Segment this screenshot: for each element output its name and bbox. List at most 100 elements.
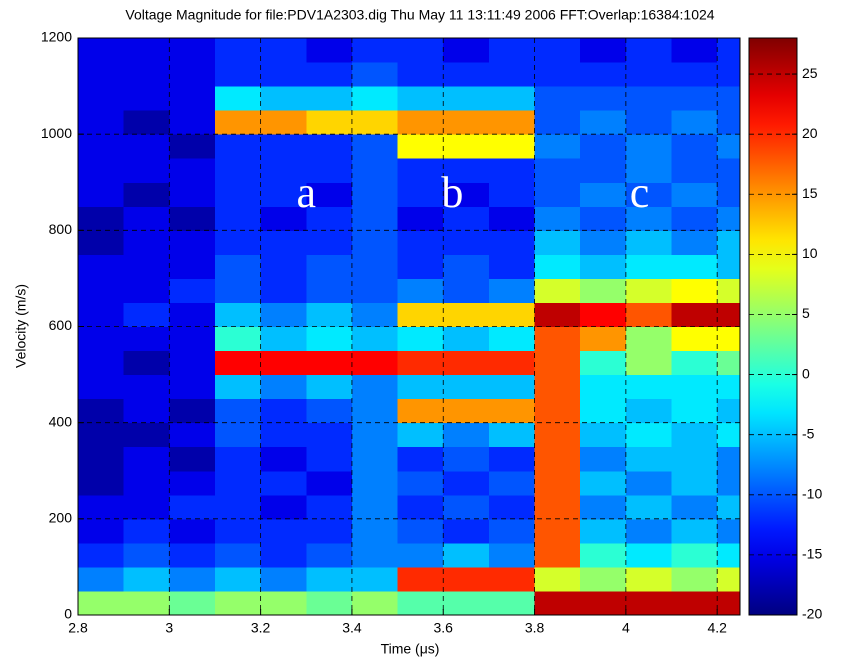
heatmap-cell	[443, 182, 490, 207]
heatmap-cell	[123, 326, 170, 352]
heatmap-cell	[625, 566, 673, 592]
heatmap-cell	[534, 302, 581, 327]
heatmap-cell	[123, 518, 170, 544]
heatmap-cell	[306, 254, 353, 279]
heatmap-cell	[306, 62, 353, 87]
heatmap-cell	[214, 494, 262, 520]
heatmap-cell	[214, 566, 262, 592]
heatmap-cell	[351, 134, 399, 159]
colorbar-tick-label: 10	[802, 245, 818, 261]
heatmap-cell	[488, 278, 536, 303]
heatmap-cell	[78, 542, 125, 568]
heatmap-cell	[397, 398, 444, 424]
heatmap-cell	[580, 470, 627, 496]
colorbar-tick-label: -5	[802, 425, 815, 441]
heatmap-cell	[580, 230, 627, 255]
heatmap-cell	[123, 566, 170, 592]
heatmap-cell	[443, 446, 490, 472]
heatmap-cell	[260, 398, 307, 424]
heatmap-cell	[488, 350, 536, 376]
heatmap-cell	[671, 494, 718, 520]
heatmap-cell	[351, 278, 399, 303]
heatmap-cell	[488, 494, 536, 520]
heatmap-cell	[717, 422, 741, 448]
heatmap-cell	[214, 590, 262, 616]
y-tick-label: 400	[49, 413, 73, 429]
heatmap-cell	[306, 374, 353, 400]
heatmap-cell	[260, 134, 307, 159]
heatmap-cell	[306, 230, 353, 255]
heatmap-cell	[123, 182, 170, 207]
heatmap-cell	[534, 590, 581, 616]
heatmap-cell	[671, 206, 718, 231]
heatmap-cell	[306, 134, 353, 159]
heatmap-cell	[717, 302, 741, 327]
heatmap-cell	[260, 422, 307, 448]
heatmap-cell	[488, 182, 536, 207]
heatmap-cell	[443, 134, 490, 159]
heatmap-cell	[397, 542, 444, 568]
heatmap-cell	[78, 254, 125, 279]
heatmap-cell	[260, 518, 307, 544]
heatmap-cell	[214, 278, 262, 303]
heatmap-cell	[306, 398, 353, 424]
heatmap-cell	[671, 590, 718, 616]
heatmap-cell	[306, 542, 353, 568]
chart-title: Voltage Magnitude for file:PDV1A2303.dig…	[125, 7, 714, 23]
heatmap-cell	[671, 302, 718, 327]
heatmap-cell	[214, 158, 262, 183]
heatmap-cell	[260, 62, 307, 87]
heatmap-cell	[169, 374, 216, 400]
heatmap-cell	[534, 206, 581, 231]
heatmap-cell	[169, 494, 216, 520]
heatmap-cell	[625, 494, 673, 520]
heatmap-cell	[260, 470, 307, 496]
heatmap-cell	[625, 374, 673, 400]
heatmap-cell	[214, 542, 262, 568]
heatmap-cell	[214, 254, 262, 279]
heatmap-cell	[169, 326, 216, 352]
y-tick-label: 1200	[41, 29, 72, 45]
heatmap-cell	[169, 278, 216, 303]
heatmap-cell	[78, 158, 125, 183]
heatmap-cell	[397, 230, 444, 255]
heatmap-cell	[397, 446, 444, 472]
heatmap-cell	[123, 110, 170, 135]
heatmap-cell	[717, 494, 741, 520]
heatmap-cell	[717, 590, 741, 616]
heatmap-cell	[214, 446, 262, 472]
heatmap-cell	[78, 446, 125, 472]
heatmap-cell	[580, 110, 627, 135]
y-tick-label: 600	[49, 317, 73, 333]
annotation: a	[297, 168, 317, 217]
heatmap-cell	[488, 422, 536, 448]
x-tick-label: 3.8	[525, 620, 545, 636]
heatmap-cell	[443, 254, 490, 279]
heatmap-cell	[260, 206, 307, 231]
heatmap-cell	[306, 158, 353, 183]
x-tick-label: 4	[622, 620, 630, 636]
heatmap-cell	[214, 38, 262, 63]
heatmap-cell	[397, 518, 444, 544]
heatmap-cell	[169, 62, 216, 87]
heatmap-cell	[625, 542, 673, 568]
heatmap-cell	[625, 158, 673, 183]
heatmap-cell	[214, 326, 262, 352]
heatmap-cell	[717, 566, 741, 592]
heatmap-cell	[260, 182, 307, 207]
heatmap-cell	[580, 62, 627, 87]
x-axis-label: Time (μs)	[381, 641, 440, 657]
heatmap-cell	[534, 62, 581, 87]
plot-frame	[77, 37, 741, 616]
heatmap-cell	[351, 446, 399, 472]
heatmap-cell	[214, 350, 262, 376]
heatmap-cell	[488, 542, 536, 568]
heatmap-cell	[534, 374, 581, 400]
heatmap-cell	[625, 134, 673, 159]
heatmap-cell	[717, 326, 741, 352]
heatmap-cell	[123, 470, 170, 496]
heatmap-cell	[534, 86, 581, 111]
heatmap-cell	[351, 206, 399, 231]
heatmap-cell	[443, 542, 490, 568]
heatmap-cell	[351, 254, 399, 279]
